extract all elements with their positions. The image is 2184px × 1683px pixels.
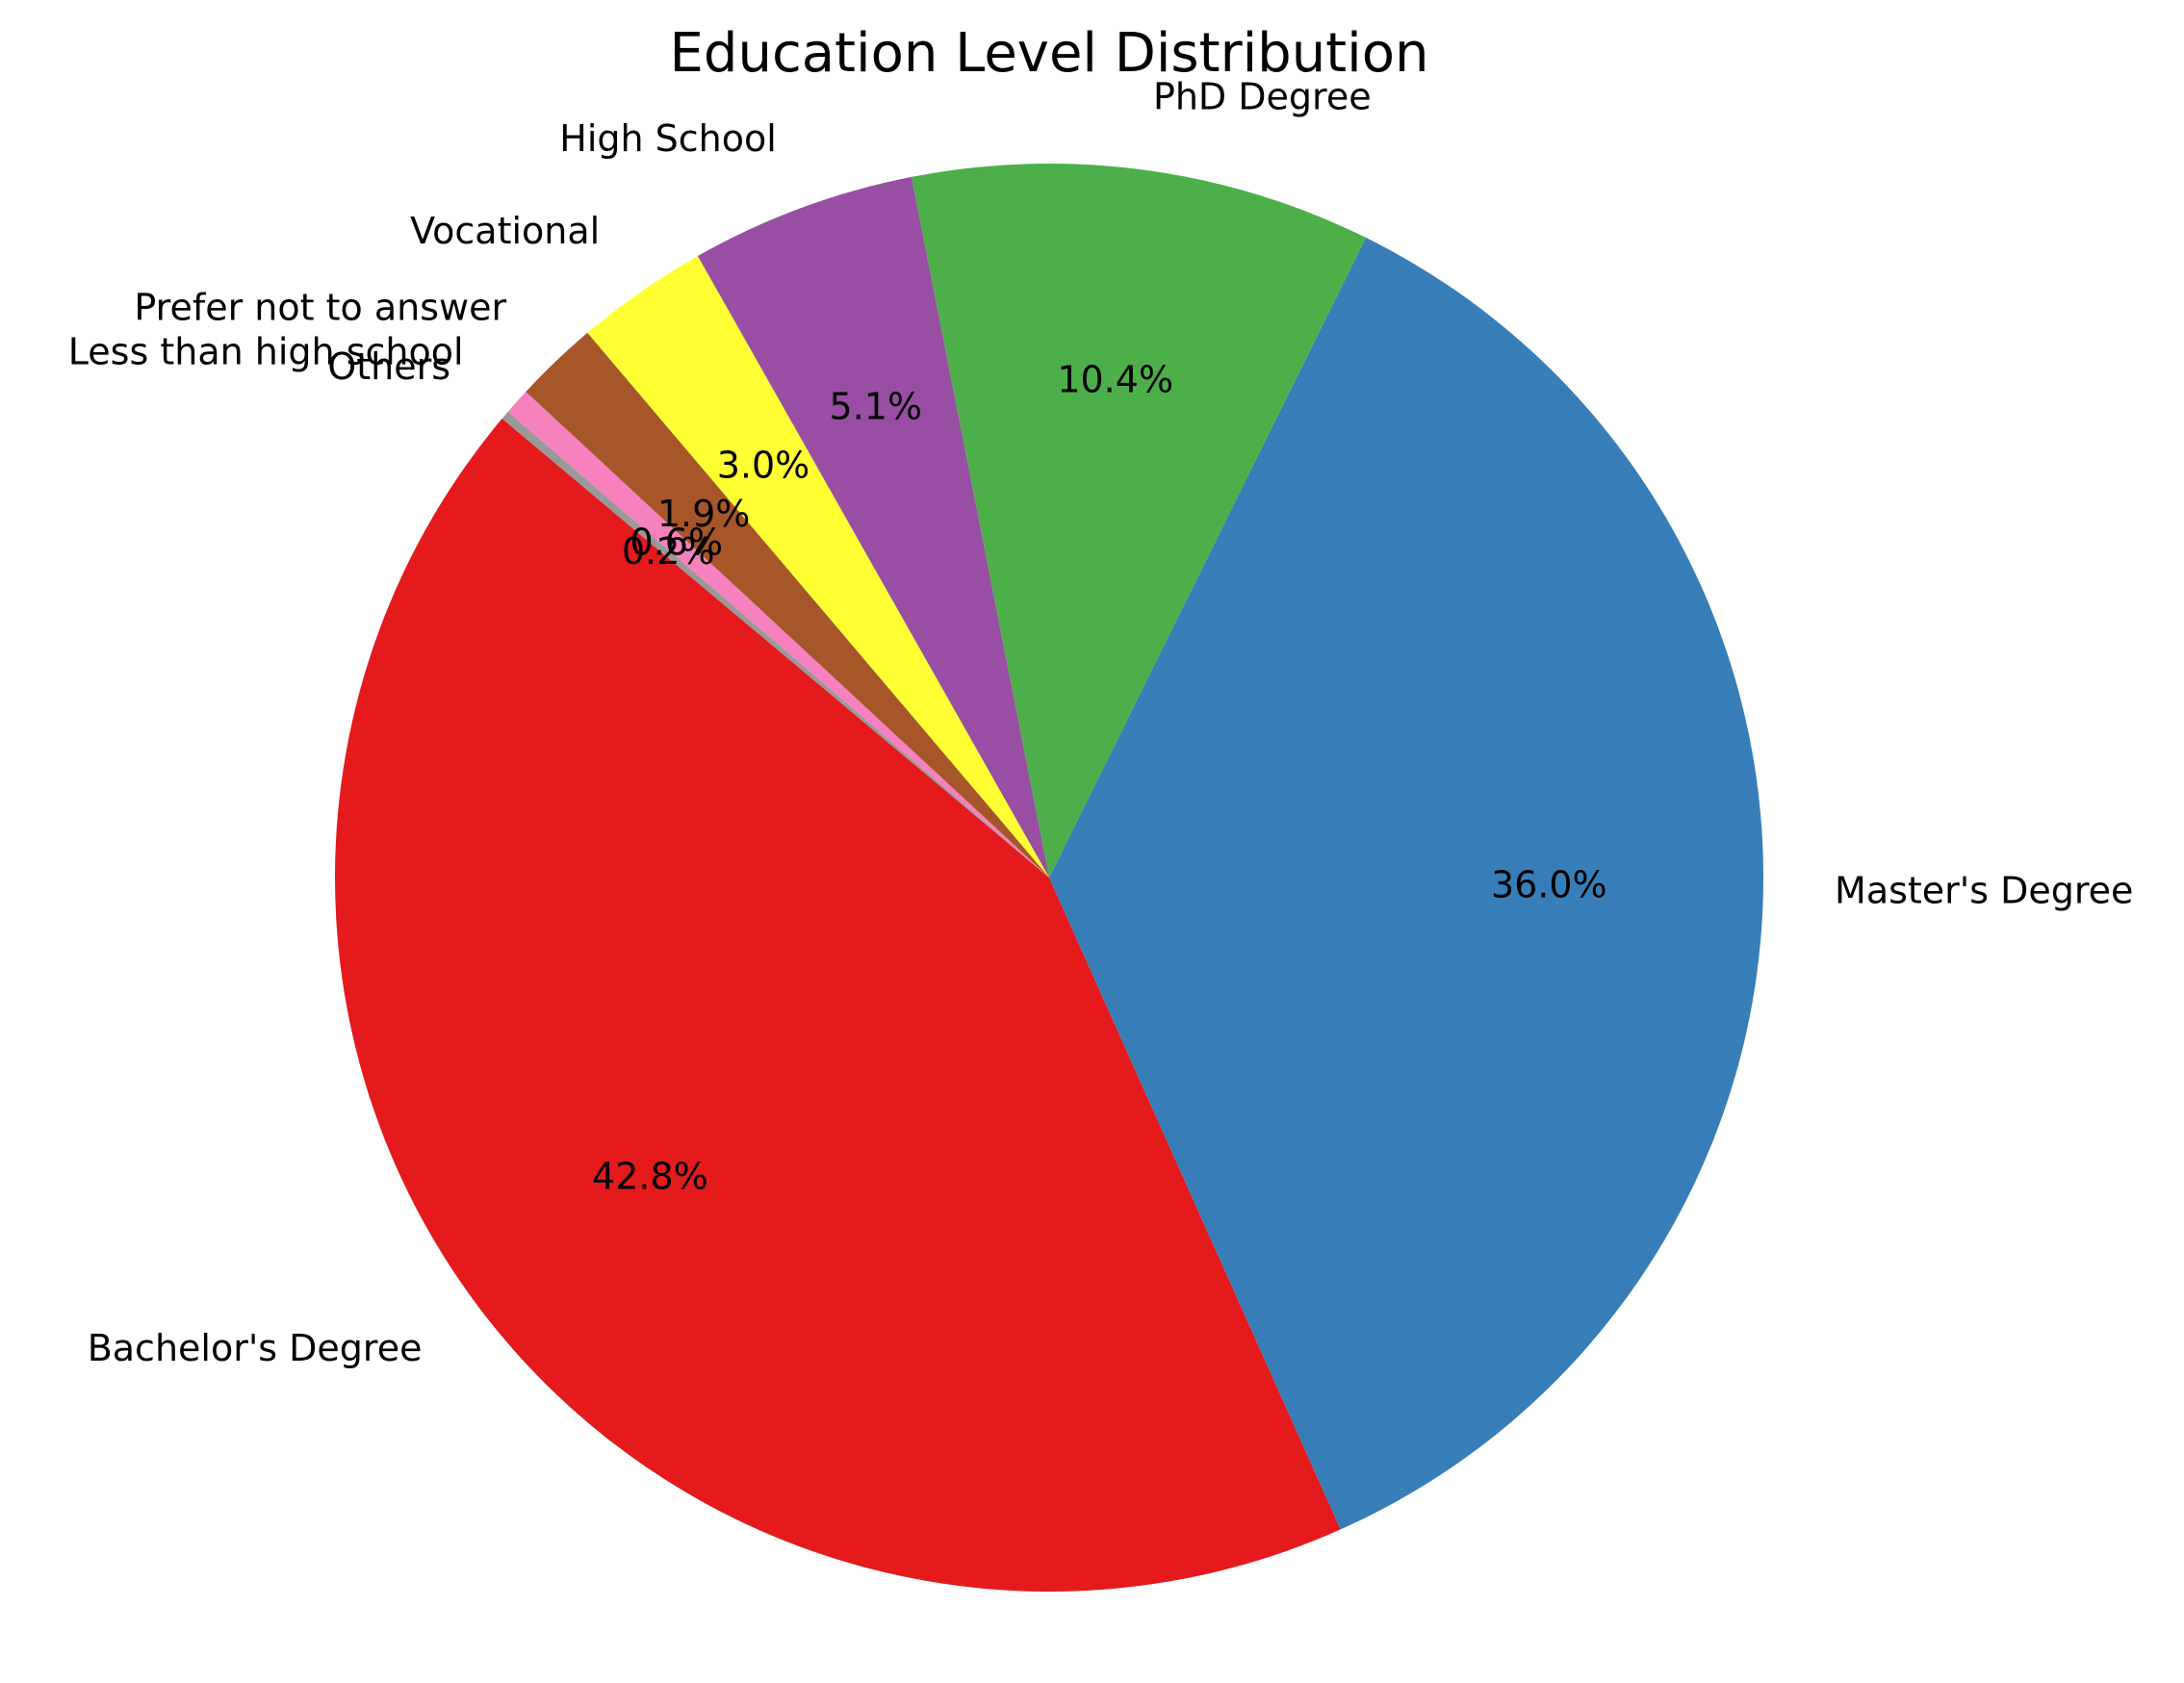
slice-label-5: Prefer not to answer xyxy=(134,286,506,328)
slice-percent-4: 3.0% xyxy=(717,444,810,486)
slice-label-6: Less than high school xyxy=(68,330,464,372)
slice-label-0: Bachelor's Degree xyxy=(88,1327,423,1369)
slice-percent-3: 5.1% xyxy=(830,385,923,427)
pie-slice-0 xyxy=(335,419,1341,1592)
chart-title: Education Level Distribution xyxy=(670,22,1429,85)
slice-label-4: Vocational xyxy=(410,210,600,252)
slice-label-3: High School xyxy=(559,117,777,160)
pie-slice-6 xyxy=(507,392,1049,878)
slice-percent-5: 1.9% xyxy=(657,493,751,535)
slice-percent-2: 10.4% xyxy=(1057,359,1173,401)
pie-slice-7 xyxy=(501,411,1049,878)
slice-percent-6: 0.6% xyxy=(630,521,724,563)
pie-slice-1 xyxy=(1049,237,1763,1530)
pie-slice-4 xyxy=(587,256,1049,878)
pie-slice-2 xyxy=(911,164,1366,878)
slice-label-1: Master's Degree xyxy=(1835,869,2133,911)
slice-label-2: PhD Degree xyxy=(1153,75,1372,117)
slice-percent-1: 36.0% xyxy=(1491,864,1607,906)
pie-slice-5 xyxy=(526,332,1049,878)
slice-percent-7: 0.2% xyxy=(622,530,715,573)
slice-percent-0: 42.8% xyxy=(592,1155,708,1197)
pie-slice-3 xyxy=(697,176,1049,878)
slice-label-7: Others xyxy=(327,345,450,388)
pie-labels: Bachelor's Degree 42.8% Master's Degree 36.… xyxy=(68,75,2134,1369)
pie-slices xyxy=(335,164,1763,1592)
